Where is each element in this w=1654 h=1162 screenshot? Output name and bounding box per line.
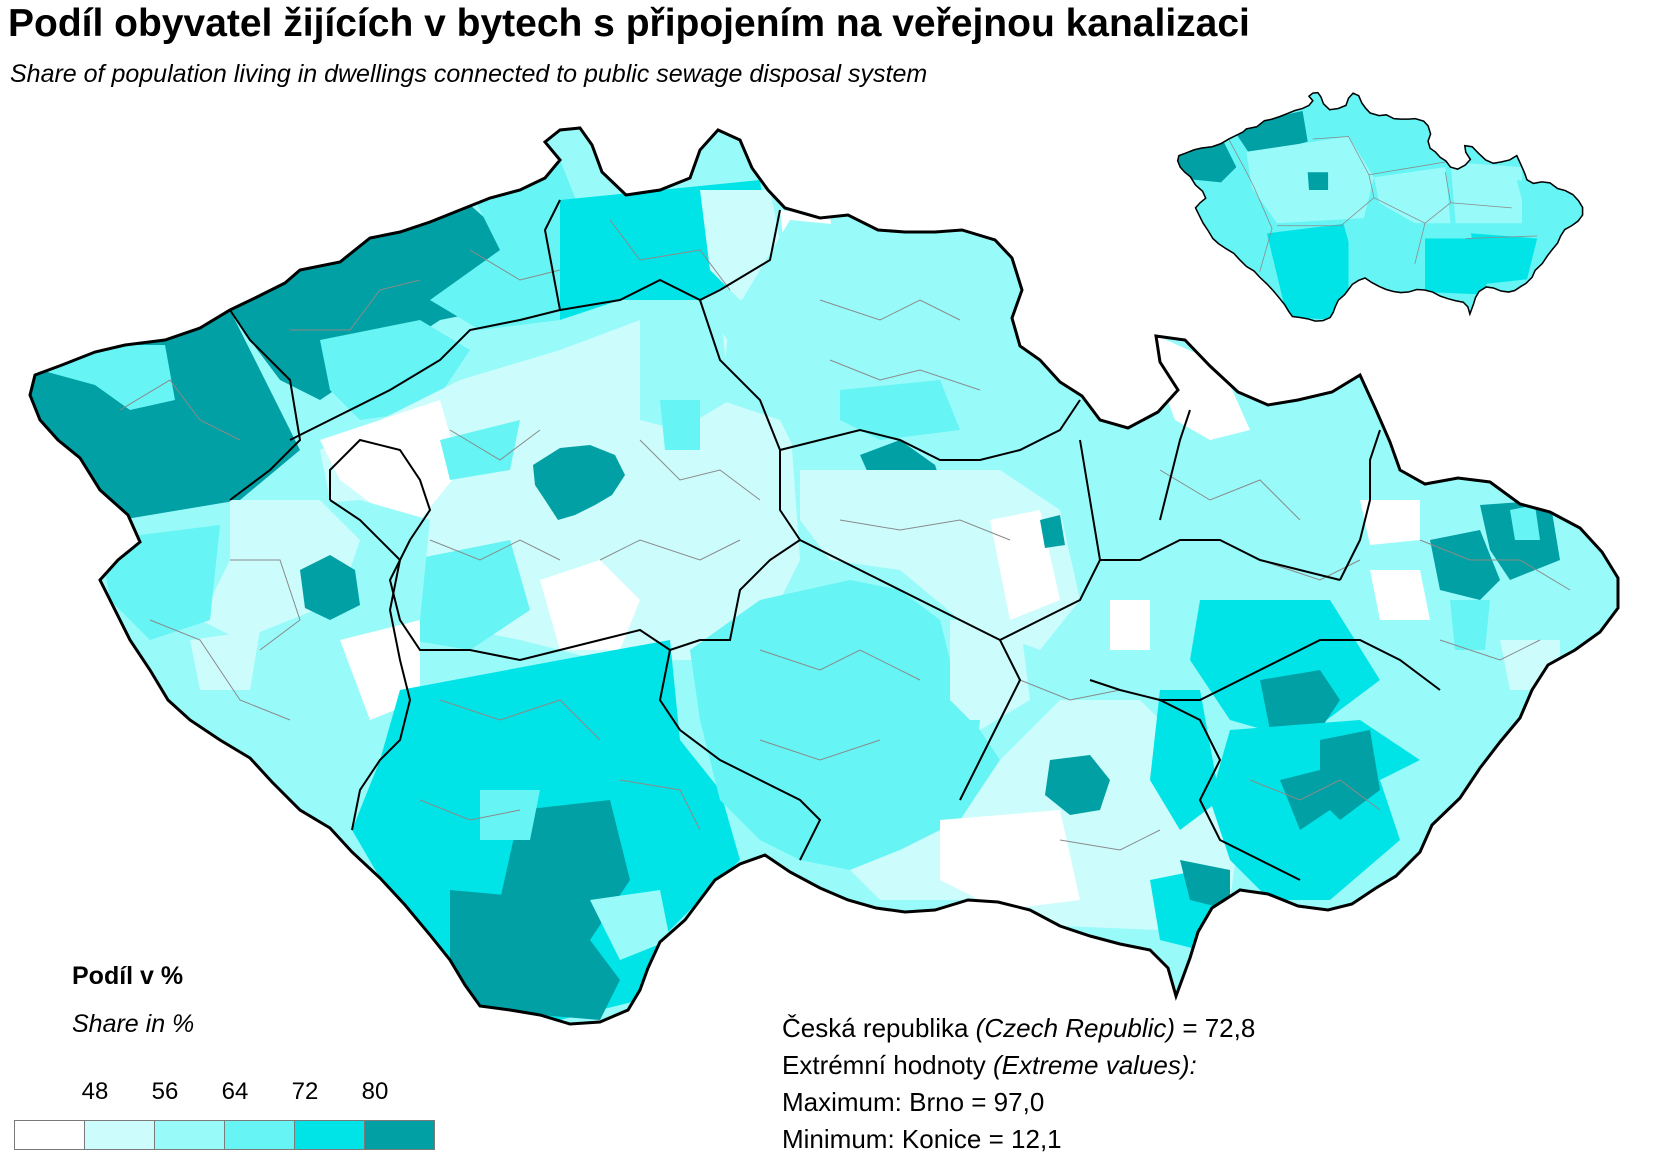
legend-tick: 56	[151, 1078, 179, 1105]
legend-tick: 72	[291, 1078, 319, 1105]
legend-swatch	[14, 1120, 85, 1150]
inset-map	[1176, 91, 1584, 322]
summary-block: Česká republika (Czech Republic) = 72,8 …	[782, 1010, 1255, 1158]
legend-swatch	[224, 1120, 295, 1150]
legend-swatch	[84, 1120, 155, 1150]
country-average-line: Česká republika (Czech Republic) = 72,8	[782, 1010, 1255, 1047]
extremes-label-en: (Extreme values):	[993, 1050, 1197, 1080]
country-value: = 72,8	[1182, 1013, 1256, 1043]
legend-tick: 80	[361, 1078, 389, 1105]
maximum-line: Maximum: Brno = 97,0	[782, 1087, 1045, 1117]
map-subtitle: Share of population living in dwellings …	[10, 60, 928, 88]
extremes-label: Extrémní hodnoty	[782, 1050, 986, 1080]
legend-subtitle: Share in %	[72, 1010, 195, 1038]
legend-tick: 64	[221, 1078, 249, 1105]
legend-color-bar	[14, 1120, 435, 1150]
legend-swatch	[154, 1120, 225, 1150]
country-label: Česká republika	[782, 1013, 969, 1043]
map-title: Podíl obyvatel žijících v bytech s připo…	[8, 2, 1250, 45]
district-boundaries	[119, 219, 1571, 851]
legend-ticks: 48 56 64 72 80	[14, 1078, 454, 1108]
legend-title: Podíl v %	[72, 962, 184, 990]
extremes-line: Extrémní hodnoty (Extreme values):	[782, 1047, 1255, 1084]
region-boundaries	[229, 199, 1441, 881]
district-fills	[30, 128, 1618, 1024]
legend-tick: 48	[81, 1078, 109, 1105]
legend-swatch	[364, 1120, 435, 1150]
legend-swatch	[294, 1120, 365, 1150]
minimum-line: Minimum: Konice = 12,1	[782, 1124, 1062, 1154]
country-label-en: (Czech Republic)	[975, 1013, 1176, 1043]
